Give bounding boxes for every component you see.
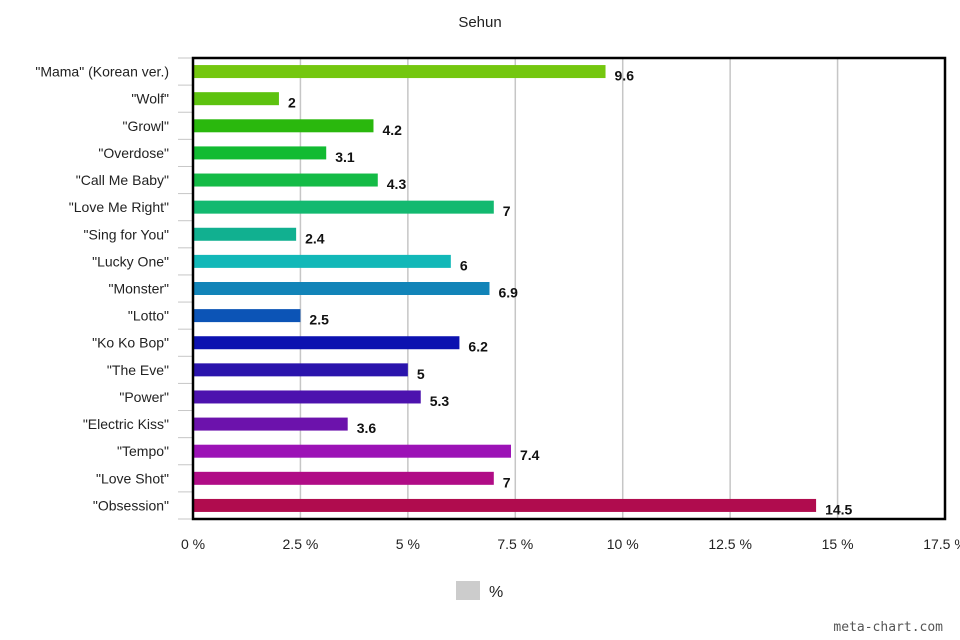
data-label: 6.2 — [468, 339, 488, 355]
credit-text: meta-chart.com — [833, 620, 943, 635]
data-label: 2.4 — [305, 230, 325, 246]
bar[interactable] — [193, 444, 511, 458]
bar[interactable] — [193, 200, 494, 214]
x-tick-label: 2.5 % — [283, 536, 319, 552]
bar[interactable] — [193, 282, 490, 295]
data-label: 7 — [503, 474, 511, 490]
data-label: 7.4 — [520, 447, 540, 463]
data-label: 4.3 — [387, 176, 407, 192]
bar[interactable] — [193, 92, 279, 106]
bar[interactable] — [193, 363, 408, 377]
x-tick-label: 10 % — [607, 536, 639, 552]
bar[interactable] — [193, 119, 374, 133]
x-tick-label: 0 % — [181, 536, 205, 552]
x-tick-label: 7.5 % — [497, 536, 533, 552]
bar[interactable] — [193, 65, 606, 79]
bar[interactable] — [193, 390, 421, 404]
category-label: "Sing for You" — [84, 226, 169, 242]
legend[interactable]: % — [456, 581, 503, 601]
data-label: 2 — [288, 95, 296, 111]
category-label: "Overdose" — [98, 145, 169, 161]
data-label: 5.3 — [430, 393, 450, 409]
x-axis-ticks: 0 % 2.5 % 5 % 7.5 % 10 % 12.5 % 15 % 17.5 % — [181, 536, 960, 552]
bar[interactable] — [193, 417, 348, 431]
category-label: "Electric Kiss" — [83, 416, 169, 432]
bar[interactable] — [193, 146, 327, 160]
bar[interactable] — [193, 254, 451, 268]
bar[interactable] — [193, 227, 297, 241]
x-tick-label: 5 % — [396, 536, 420, 552]
category-label: "Growl" — [123, 118, 170, 134]
x-tick-label: 12.5 % — [708, 536, 752, 552]
x-tick-label: 15 % — [822, 536, 854, 552]
bar[interactable] — [193, 471, 494, 485]
data-label: 14.5 — [825, 501, 852, 517]
category-label: "Obsession" — [93, 497, 169, 513]
plot-area-border — [191, 56, 947, 521]
data-label: 3.6 — [357, 420, 377, 436]
category-labels: "Mama" (Korean ver.) "Wolf" "Growl" "Overdo… — [35, 64, 169, 514]
bar[interactable] — [193, 173, 378, 187]
category-label: "Love Shot" — [96, 470, 169, 486]
data-label: 7 — [503, 203, 511, 219]
data-label: 6.9 — [499, 285, 519, 301]
data-label: 9.6 — [615, 68, 635, 84]
category-label: "Power" — [119, 389, 169, 405]
category-label: "Call Me Baby" — [76, 172, 169, 188]
bar[interactable] — [193, 309, 301, 323]
data-label: 2.5 — [309, 312, 329, 328]
data-label: 4.2 — [382, 122, 402, 138]
legend-label[interactable]: % — [489, 584, 503, 601]
legend-swatch[interactable] — [456, 581, 480, 600]
category-label: "Lucky One" — [92, 253, 169, 269]
category-label: "Love Me Right" — [69, 199, 169, 215]
data-label: 6 — [460, 257, 468, 273]
data-label: 3.1 — [335, 149, 355, 165]
category-label: "Mama" (Korean ver.) — [35, 64, 169, 80]
category-label: "Monster" — [108, 281, 169, 297]
category-label: "Ko Ko Bop" — [92, 335, 169, 351]
bars-group: 9.6 2 4.2 3.1 4.3 7 2.4 6 6.9 2.5 6.2 5 5.3 3.6 7.4 7 14… — [193, 65, 853, 517]
category-label: "Wolf" — [131, 91, 169, 107]
category-label: "The Eve" — [107, 362, 169, 378]
bar[interactable] — [193, 336, 460, 350]
bar[interactable] — [193, 498, 817, 512]
category-label: "Lotto" — [128, 308, 169, 324]
category-label: "Tempo" — [117, 443, 169, 459]
data-label: 5 — [417, 366, 425, 382]
chart-title: Sehun — [458, 14, 501, 31]
x-tick-label: 17.5 % — [923, 536, 960, 552]
